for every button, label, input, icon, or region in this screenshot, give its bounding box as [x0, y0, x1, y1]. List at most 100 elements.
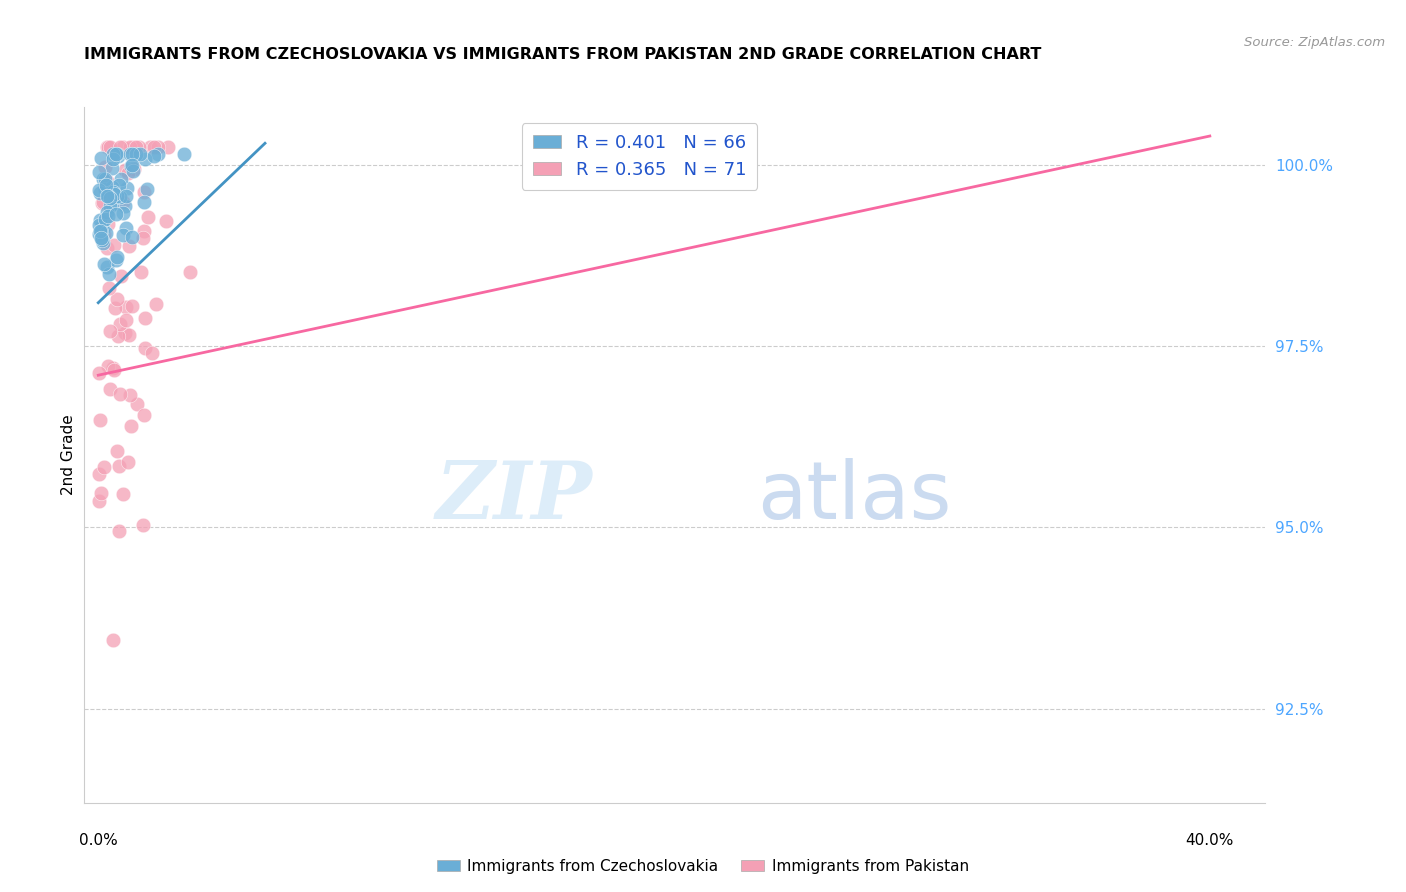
Point	[91, 195, 114, 210]
Point	[143, 140, 166, 154]
Point	[121, 163, 143, 178]
Point	[108, 459, 131, 474]
Point	[90, 233, 112, 247]
Point	[97, 217, 120, 231]
Point	[97, 189, 120, 203]
Point	[114, 326, 136, 340]
Point	[100, 382, 122, 396]
Point	[110, 171, 132, 186]
Point	[115, 221, 138, 235]
Point	[115, 181, 138, 195]
Point	[94, 172, 117, 186]
Point	[101, 152, 124, 166]
Point	[103, 238, 125, 252]
Point	[94, 178, 117, 193]
Legend: Immigrants from Czechoslovakia, Immigrants from Pakistan: Immigrants from Czechoslovakia, Immigran…	[430, 853, 976, 880]
Point	[155, 214, 177, 228]
Point	[103, 363, 125, 377]
Point	[111, 205, 134, 219]
Point	[134, 408, 156, 422]
Point	[129, 265, 152, 279]
Point	[146, 140, 169, 154]
Point	[89, 183, 111, 197]
Point	[90, 219, 112, 233]
Point	[94, 161, 117, 175]
Point	[134, 310, 156, 325]
Text: 0.0%: 0.0%	[79, 833, 118, 848]
Point	[101, 180, 124, 194]
Point	[132, 518, 155, 533]
Point	[125, 140, 148, 154]
Legend: R = 0.401   N = 66, R = 0.365   N = 71: R = 0.401 N = 66, R = 0.365 N = 71	[522, 123, 758, 190]
Point	[132, 224, 155, 238]
Point	[96, 205, 118, 219]
Point	[89, 467, 111, 481]
Point	[97, 281, 120, 295]
Point	[110, 140, 132, 154]
Point	[89, 366, 111, 380]
Point	[139, 140, 162, 154]
Point	[96, 189, 118, 203]
Text: Source: ZipAtlas.com: Source: ZipAtlas.com	[1244, 36, 1385, 49]
Point	[146, 147, 169, 161]
Point	[96, 174, 118, 188]
Point	[122, 161, 145, 176]
Point	[94, 182, 117, 196]
Point	[134, 341, 156, 355]
Point	[93, 194, 115, 209]
Point	[108, 524, 131, 538]
Point	[91, 171, 114, 186]
Point	[136, 210, 159, 224]
Text: 40.0%: 40.0%	[1185, 833, 1234, 848]
Point	[98, 140, 121, 154]
Point	[114, 199, 136, 213]
Point	[114, 312, 136, 326]
Point	[125, 397, 148, 411]
Text: atlas: atlas	[758, 458, 952, 536]
Point	[112, 194, 135, 209]
Point	[105, 250, 128, 264]
Point	[96, 140, 118, 154]
Text: ZIP: ZIP	[436, 458, 592, 535]
Point	[93, 257, 115, 271]
Point	[89, 413, 111, 427]
Point	[101, 185, 124, 199]
Point	[107, 329, 129, 343]
Point	[89, 186, 111, 200]
Point	[108, 317, 131, 331]
Point	[105, 292, 128, 306]
Point	[101, 161, 124, 175]
Y-axis label: 2nd Grade: 2nd Grade	[60, 415, 76, 495]
Point	[115, 300, 138, 314]
Point	[89, 213, 111, 227]
Point	[94, 227, 117, 241]
Point	[97, 359, 120, 374]
Point	[125, 147, 148, 161]
Point	[105, 443, 128, 458]
Text: IMMIGRANTS FROM CZECHOSLOVAKIA VS IMMIGRANTS FROM PAKISTAN 2ND GRADE CORRELATION: IMMIGRANTS FROM CZECHOSLOVAKIA VS IMMIGR…	[84, 47, 1042, 62]
Point	[93, 460, 115, 475]
Point	[103, 147, 125, 161]
Point	[129, 147, 152, 161]
Point	[117, 454, 139, 468]
Point	[135, 182, 157, 196]
Point	[107, 178, 129, 192]
Point	[120, 159, 142, 173]
Point	[112, 228, 135, 243]
Point	[108, 190, 131, 204]
Point	[141, 346, 163, 360]
Point	[121, 147, 143, 161]
Point	[103, 187, 125, 202]
Point	[121, 158, 143, 172]
Point	[118, 140, 141, 154]
Point	[98, 267, 121, 281]
Point	[89, 224, 111, 238]
Point	[143, 149, 166, 163]
Point	[110, 269, 132, 284]
Point	[120, 388, 142, 402]
Point	[122, 140, 145, 154]
Point	[100, 196, 122, 211]
Point	[134, 153, 156, 167]
Point	[120, 418, 142, 433]
Point	[118, 239, 141, 253]
